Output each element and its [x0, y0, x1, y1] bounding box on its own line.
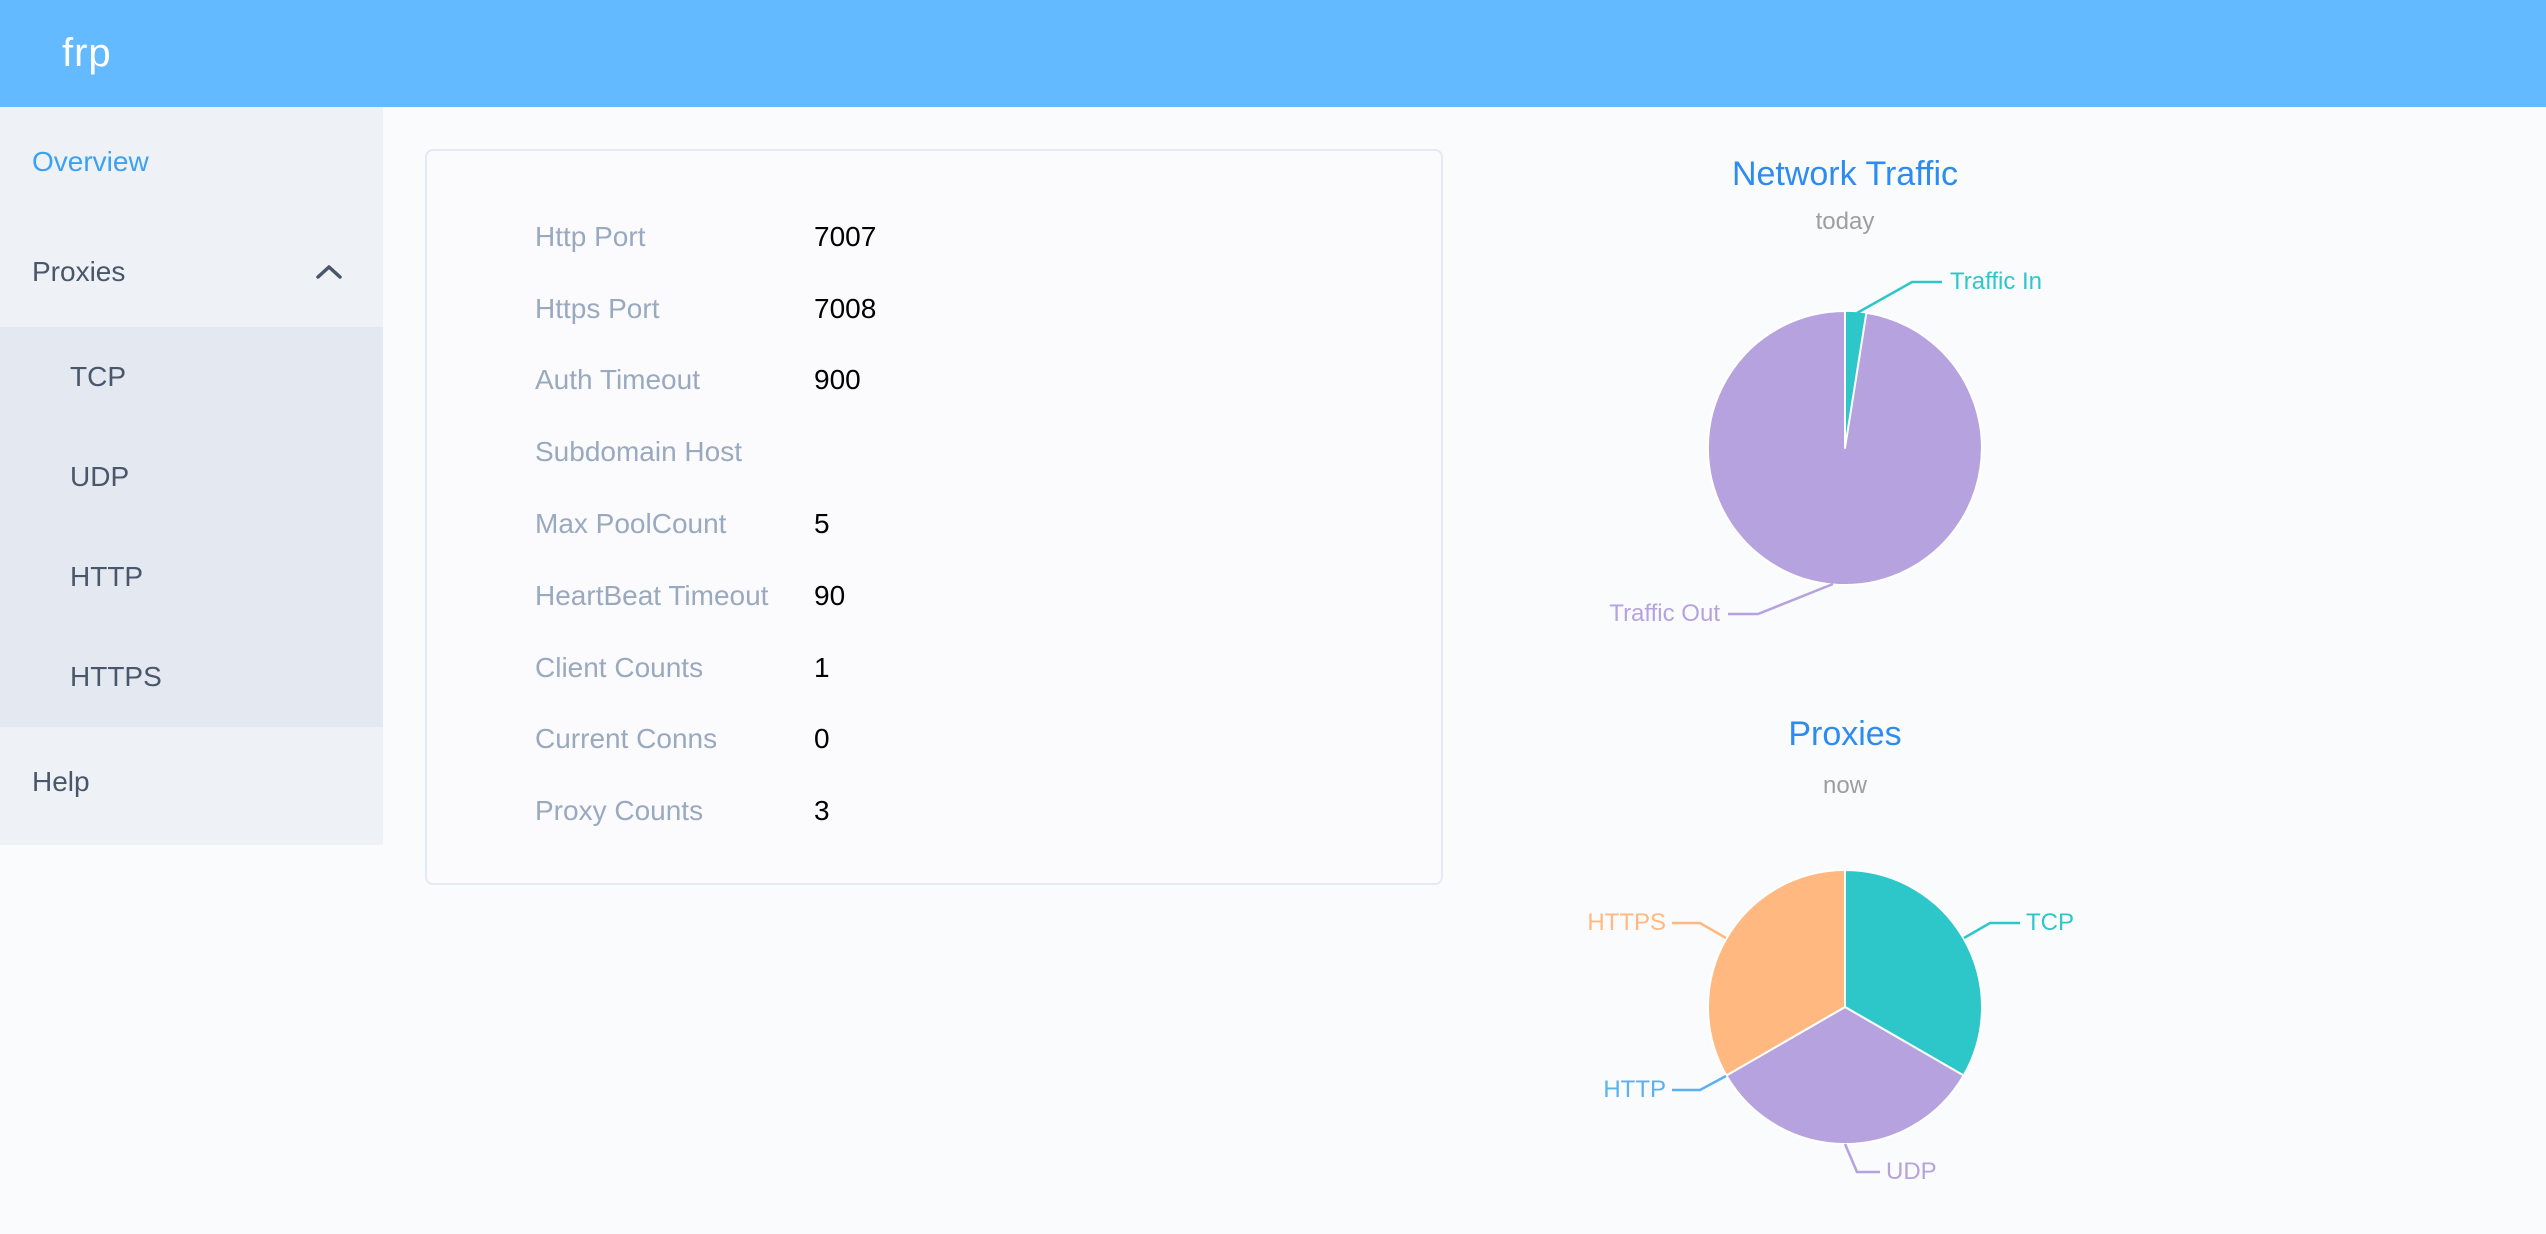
sidebar-item-udp[interactable]: UDP	[0, 427, 383, 527]
row-label: Https Port	[535, 292, 660, 324]
sidebar-item-label: TCP	[70, 361, 126, 392]
leader-line-traffic-in	[1856, 280, 1942, 315]
pie-label-traffic-in: Traffic In	[1950, 268, 2043, 295]
sidebar-item-label: UDP	[70, 461, 130, 492]
sidebar-item-label: Overview	[32, 146, 149, 177]
row-value: 7008	[814, 292, 877, 324]
proxies-chart-subtitle: now	[1822, 772, 1868, 799]
row-label: Auth Timeout	[535, 364, 700, 396]
sidebar-item-overview[interactable]: Overview	[0, 107, 383, 217]
sidebar-item-http[interactable]: HTTP	[0, 527, 383, 627]
server-info-card: Http Port 7007 Https Port 7008 Auth Time…	[425, 149, 1443, 885]
app-header: frp	[0, 0, 2546, 107]
sidebar-item-tcp[interactable]: TCP	[0, 327, 383, 427]
pie-label-udp: UDP	[1886, 1158, 1937, 1185]
sidebar-item-https[interactable]: HTTPS	[0, 627, 383, 727]
row-label: HeartBeat Timeout	[535, 579, 769, 611]
row-label: Subdomain Host	[535, 436, 743, 468]
leader-line-udp	[1843, 1143, 1880, 1174]
row-value: 7007	[814, 220, 877, 252]
row-value: 1	[814, 651, 830, 683]
pie-slice-https[interactable]	[1707, 869, 1846, 1077]
server-info-row: Auth Timeout 900	[427, 345, 1441, 417]
proxies-chart-title: Proxies	[1788, 715, 1902, 753]
row-label: Http Port	[535, 220, 646, 252]
leader-line-tcp	[1963, 921, 2020, 940]
server-info-row: Current Conns 0	[427, 704, 1441, 776]
pie-label-https: HTTPS	[1587, 909, 1666, 936]
leader-line-https	[1672, 921, 1727, 940]
row-label: Max PoolCount	[535, 508, 727, 540]
row-value: 90	[814, 579, 846, 611]
sidebar-item-label: Proxies	[32, 256, 126, 287]
server-info-row: HeartBeat Timeout 90	[427, 560, 1441, 632]
server-info-row: Subdomain Host	[427, 416, 1441, 488]
sidebar-item-label: Help	[32, 766, 90, 797]
pie-slice-tcp[interactable]	[1844, 869, 1983, 1077]
pie-label-traffic-out: Traffic Out	[1609, 600, 1720, 627]
row-value: 900	[814, 364, 861, 396]
sidebar-item-proxies[interactable]: Proxies	[0, 217, 383, 327]
network-traffic-chart-title: Network Traffic	[1731, 155, 1959, 193]
sidebar-menu: Overview Proxies TCP UDP HTTP HTTPS Help	[0, 107, 383, 845]
proxies-submenu: TCP UDP HTTP HTTPS	[0, 327, 383, 727]
leader-line-traffic-out	[1728, 582, 1834, 616]
server-info-row: Https Port 7008	[427, 273, 1441, 345]
app-logo: frp	[62, 31, 112, 75]
server-info-row: Client Counts 1	[427, 632, 1441, 704]
sidebar-item-label: HTTP	[70, 561, 144, 592]
sidebar-item-help[interactable]: Help	[0, 727, 383, 837]
row-value: 3	[814, 795, 830, 827]
server-info-row: Proxy Counts 3	[427, 775, 1441, 847]
server-info-row: Max PoolCount 5	[427, 488, 1441, 560]
row-label: Proxy Counts	[535, 795, 704, 827]
chevron-up-icon	[316, 265, 342, 279]
row-label: Client Counts	[535, 651, 704, 683]
leader-line-http	[1672, 1074, 1727, 1092]
network-traffic-chart-subtitle: today	[1815, 208, 1875, 235]
sidebar-item-label: HTTPS	[70, 661, 162, 692]
row-value: 5	[814, 508, 830, 540]
server-info-row: Http Port 7007	[427, 201, 1441, 273]
pie-slice-traffic-out[interactable]	[1706, 310, 1983, 586]
row-value: 0	[814, 723, 830, 755]
row-label: Current Conns	[535, 723, 718, 755]
pie-label-tcp: TCP	[2026, 909, 2074, 936]
pie-label-http: HTTP	[1603, 1076, 1666, 1103]
